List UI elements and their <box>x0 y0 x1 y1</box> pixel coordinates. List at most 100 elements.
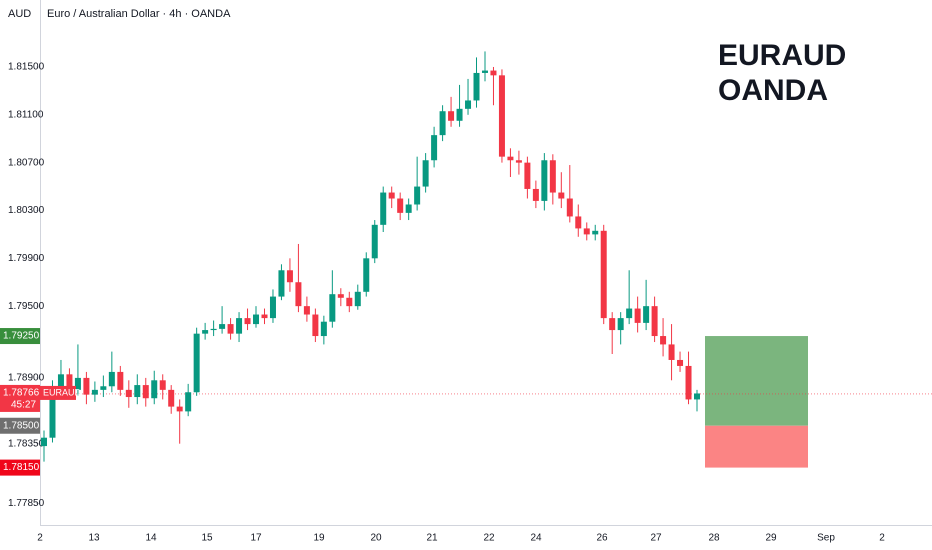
candle-body <box>507 156 514 161</box>
x-tick-label: 17 <box>250 533 262 544</box>
x-tick-label: 21 <box>426 533 438 544</box>
annotation: EURAUD <box>718 39 846 72</box>
symbol-label: EURAUD <box>43 387 82 397</box>
candle-body <box>549 160 556 193</box>
candle-body <box>117 371 124 390</box>
candle-body <box>651 306 658 337</box>
candle-body <box>320 321 327 337</box>
candle-body <box>134 385 141 398</box>
candle-body <box>532 188 539 201</box>
candle-body <box>193 333 200 393</box>
x-tick-label: Sep <box>817 533 835 544</box>
y-tick-label: 1.80300 <box>8 205 45 216</box>
y-tick-label: 1.81100 <box>8 109 44 120</box>
stop-badge-label: 1.78150 <box>3 462 40 473</box>
currency-label: AUD <box>8 8 31 20</box>
candle-body <box>600 230 607 319</box>
x-tick-label: 24 <box>530 533 542 544</box>
candle-body <box>269 296 276 319</box>
candle-body <box>151 380 158 399</box>
symbol-badge <box>40 385 76 400</box>
y-tick-label: 1.77850 <box>8 498 45 509</box>
candle-body <box>677 359 684 366</box>
x-tick-label: 22 <box>483 533 495 544</box>
candle-body <box>159 380 166 390</box>
candle-body <box>405 204 412 213</box>
candle-body <box>219 324 226 329</box>
candle-body <box>660 336 667 345</box>
candle-body <box>685 365 692 400</box>
candle-body <box>515 160 522 163</box>
entry-badge <box>0 417 40 434</box>
chart-title: Euro / Australian Dollar · 4h · OANDA <box>47 8 231 20</box>
profit-zone <box>705 336 808 426</box>
target-badge <box>0 328 40 345</box>
candle-body <box>473 72 480 101</box>
candle-body <box>176 406 183 412</box>
candle-body <box>286 270 293 283</box>
x-tick-label: 28 <box>708 533 720 544</box>
candle-body <box>125 389 132 398</box>
candle-body <box>354 291 361 307</box>
candle-body <box>481 70 488 73</box>
candle-body <box>439 111 446 136</box>
candle-body <box>202 330 209 334</box>
candle-body <box>643 306 650 323</box>
candle-body <box>380 192 387 225</box>
y-tick-label: 1.78350 <box>8 438 45 449</box>
y-tick-label: 1.79500 <box>8 301 45 312</box>
candle-body <box>558 192 565 199</box>
x-tick-label: 20 <box>370 533 382 544</box>
candle-body <box>41 437 47 447</box>
y-tick-label: 1.79900 <box>8 253 45 264</box>
candle-body <box>456 108 463 121</box>
target-badge-label: 1.79250 <box>3 331 40 342</box>
loss-zone <box>705 425 808 468</box>
entry-badge-label: 1.78500 <box>3 420 40 431</box>
x-tick-label: 13 <box>88 533 100 544</box>
countdown-label: 45:27 <box>11 400 36 411</box>
candle-body <box>414 186 421 205</box>
candle-body <box>609 318 616 331</box>
candle-body <box>57 374 64 388</box>
last-price-label: 1.78766 <box>3 388 40 399</box>
candle-body <box>583 228 590 235</box>
candle-body <box>617 318 624 331</box>
candle-body <box>168 389 175 407</box>
candle-body <box>465 100 472 109</box>
x-tick-label: 19 <box>313 533 325 544</box>
x-tick-label: 15 <box>201 533 213 544</box>
x-tick-label: 2 <box>37 533 43 544</box>
candle-body <box>490 70 497 76</box>
candle-body <box>303 306 310 315</box>
candle-body <box>108 371 115 387</box>
y-tick-label: 1.80700 <box>8 157 45 168</box>
candle-body <box>592 230 599 235</box>
candle-body <box>100 386 107 390</box>
candle-body <box>210 328 217 331</box>
x-tick-label: 14 <box>145 533 157 544</box>
candle-body <box>74 377 81 390</box>
candle-body <box>363 258 370 292</box>
y-tick-label: 1.81500 <box>8 62 45 73</box>
candle-body <box>278 270 285 297</box>
candle-body <box>346 297 353 307</box>
last-price-badge <box>0 384 40 412</box>
candle-body <box>694 393 700 400</box>
candle-body <box>261 314 268 319</box>
candle-body <box>337 294 344 298</box>
stop-badge <box>0 459 40 476</box>
x-tick-label: 2 <box>879 533 885 544</box>
candle-body <box>634 308 641 323</box>
candle-body <box>295 282 302 307</box>
candle-body <box>185 392 192 412</box>
candle-body <box>371 224 378 259</box>
candle-body <box>253 314 260 325</box>
candle-body <box>388 192 395 199</box>
annotation: OANDA <box>718 74 828 107</box>
candle-body <box>83 377 90 395</box>
candle-body <box>236 318 243 334</box>
y-tick-label: 1.78900 <box>8 373 45 384</box>
candle-body <box>422 160 429 187</box>
